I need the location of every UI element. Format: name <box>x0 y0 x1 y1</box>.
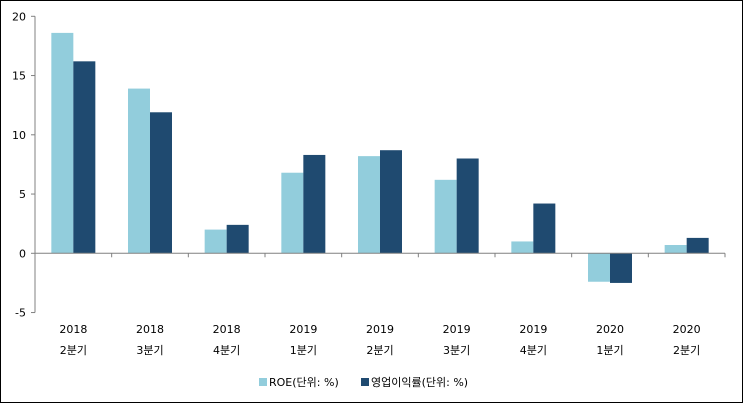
bar-operating-margin <box>456 158 479 254</box>
bar-roe <box>358 156 380 254</box>
x-tick-label-year: 2018 <box>213 323 241 336</box>
bar-operating-margin <box>380 150 402 254</box>
y-tick-label: 15 <box>12 70 26 83</box>
bar-roe <box>204 229 227 254</box>
bar-roe <box>281 172 304 254</box>
bar-operating-margin <box>686 237 709 254</box>
x-tick-label-year: 2020 <box>596 323 624 336</box>
bar-operating-margin <box>226 224 249 254</box>
x-tick-label-quarter: 3분기 <box>136 344 163 357</box>
bar-roe <box>51 32 74 254</box>
x-tick-label-quarter: 1분기 <box>596 344 623 357</box>
legend-label-operating-margin: 영업이익률(단위: %) <box>371 376 469 389</box>
x-tick-label-quarter: 2분기 <box>366 344 393 357</box>
bar-roe <box>664 245 687 254</box>
x-tick-label-year: 2020 <box>673 323 701 336</box>
bar-roe <box>588 253 610 282</box>
bar-operating-margin <box>610 253 632 283</box>
bar-operating-margin <box>73 61 96 254</box>
legend-item-operating-margin: 영업이익률(단위: %) <box>361 374 468 390</box>
y-tick-label: 0 <box>19 247 26 260</box>
bar-operating-margin <box>533 203 556 254</box>
legend-swatch-operating-margin <box>361 378 369 386</box>
bar-roe <box>511 241 534 254</box>
bar-operating-margin <box>150 112 172 254</box>
x-tick-label-quarter: 3분기 <box>443 344 470 357</box>
bar-operating-margin <box>303 154 326 254</box>
legend-label-roe: ROE(단위: %) <box>269 376 339 389</box>
x-tick-label-year: 2019 <box>519 323 547 336</box>
y-tick-label: 20 <box>12 10 26 23</box>
legend-swatch-roe <box>259 378 267 386</box>
x-tick-label-year: 2019 <box>443 323 471 336</box>
legend-item-roe: ROE(단위: %) <box>259 374 339 390</box>
x-tick-label-quarter: 2분기 <box>60 344 87 357</box>
bar-roe <box>434 179 457 254</box>
y-tick-label: -5 <box>15 307 26 320</box>
bar-roe <box>128 88 150 254</box>
x-tick-label-year: 2019 <box>289 323 317 336</box>
x-tick-label-year: 2019 <box>366 323 394 336</box>
x-tick-label-year: 2018 <box>59 323 87 336</box>
x-tick-label-quarter: 1분기 <box>290 344 317 357</box>
y-tick-label: 10 <box>12 129 26 142</box>
x-tick-label-quarter: 4분기 <box>520 344 547 357</box>
x-tick-label-year: 2018 <box>136 323 164 336</box>
x-tick-label-quarter: 2분기 <box>673 344 700 357</box>
y-tick-label: 5 <box>19 188 26 201</box>
x-tick-label-quarter: 4분기 <box>213 344 240 357</box>
